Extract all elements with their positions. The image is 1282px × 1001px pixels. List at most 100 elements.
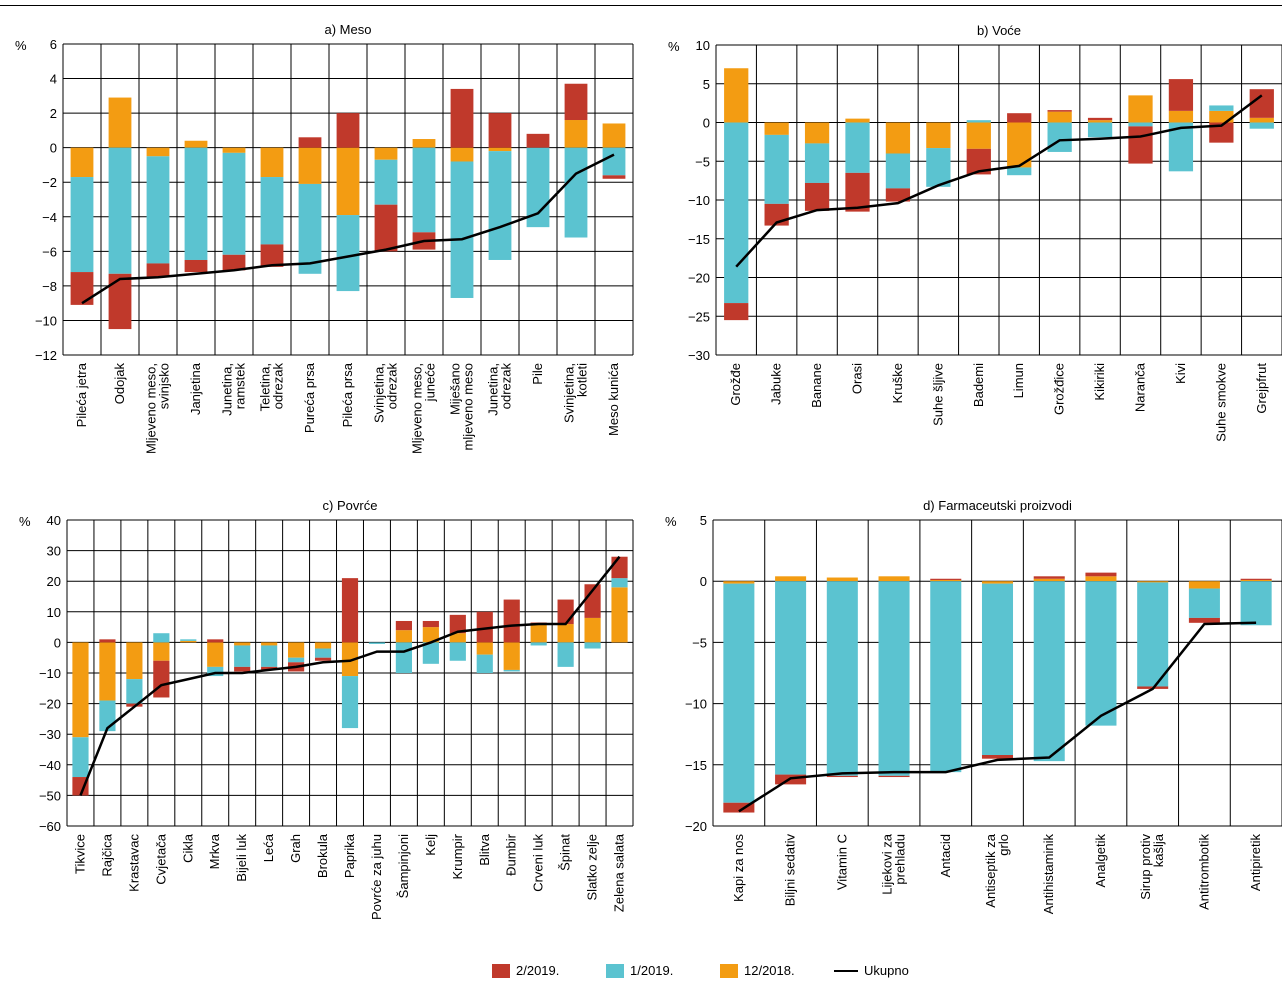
panel-2-bar-segment — [764, 134, 789, 204]
panel-1-bar-segment — [260, 147, 284, 178]
panel-3-y-tick-label: 10 — [47, 605, 61, 620]
panel-1-bar-segment — [564, 147, 588, 238]
panel-2-bar-segment — [1007, 167, 1032, 176]
panel-4-x-tick-label: Antipiretik — [1248, 834, 1263, 892]
legend-label-2-2019: 2/2019. — [516, 963, 560, 978]
panel-1-x-tick-label: Mljeveno meso,juneće — [410, 363, 438, 454]
panel-1-y-tick-label: −10 — [35, 313, 57, 328]
panel-1-x-tick-label: Miješanomljeveno meso — [448, 363, 476, 450]
panel-3-bar-segment — [476, 611, 493, 643]
panel-4-bar-segment — [826, 577, 858, 582]
panel-1-bar-segment — [108, 273, 132, 330]
panel-4-x-tick-label: Antacid — [938, 834, 953, 877]
panel-1-y-tick-label: −2 — [42, 175, 57, 190]
panel-2-y-tick-label: −30 — [688, 348, 710, 363]
panel-2-x-tick-label: Orasi — [850, 363, 865, 394]
panel-3-total-line — [79, 555, 621, 796]
panel-3-bar-segment — [207, 642, 224, 667]
panel-2-bar-segment — [724, 303, 749, 321]
panel-3-bar-segment — [530, 642, 547, 646]
panel-1-x-tick-label: Pureća prsa — [302, 362, 317, 433]
panel-2-bar-segment — [845, 122, 870, 173]
panel-2-x-tick-label: Grejpfrut — [1254, 363, 1269, 414]
panel-2-y-tick-label: 0 — [703, 116, 710, 131]
panel-3-bar-segment — [449, 614, 466, 634]
panel-2-bar-segment — [1128, 95, 1153, 123]
panel-2-x-tick-label: Grožđe — [728, 363, 743, 406]
panel-3-bar-segment — [503, 669, 520, 672]
panel-2-bar-segment — [1249, 122, 1274, 129]
panel-1-bar-segment — [298, 183, 322, 274]
panel-2-bar-segment — [1168, 79, 1194, 111]
panel-3-bar-segment — [153, 642, 170, 661]
panel-3-bar-segment — [234, 645, 251, 667]
panel-3-x-tick-label: Špinat — [558, 834, 573, 871]
panel-3-bar-segment — [503, 599, 520, 643]
panel-2-y-tick-label: −5 — [695, 154, 710, 169]
panel-3-bar-segment — [72, 642, 89, 738]
legend-item-ukupno: Ukupno — [834, 962, 924, 980]
panel-3-x-tick-label: Povrće za juhu — [369, 834, 384, 920]
panel-3-bar-segment — [234, 666, 251, 672]
panel-1-x-tick-label: Odojak — [112, 363, 127, 405]
panel-2-bar-segment — [804, 122, 830, 144]
panel-3-x-tick-label: Blitva — [477, 833, 492, 866]
panel-4-y-tick-label: −20 — [685, 819, 707, 834]
panel-2-bar-segment — [804, 182, 830, 211]
panel-3-bar-segment — [584, 617, 601, 643]
panel-2-bar-segment — [1128, 122, 1153, 127]
panel-1-x-tick-label: Meso kunića — [606, 362, 621, 436]
panel-2-x-tick-label: Suhe smokve — [1213, 363, 1228, 442]
panel-2-bar-segment — [804, 143, 830, 183]
panel-2-y-tick-label: −10 — [688, 193, 710, 208]
panel-1-bar-segment — [70, 177, 94, 273]
panel-4-x-tick-label: Antihistaminik — [1041, 834, 1056, 915]
panel-2-y-tick-label: −20 — [688, 271, 710, 286]
panel-1-bar-segment — [412, 139, 436, 148]
panel-4-bar-segment — [1033, 581, 1065, 762]
panel-3-x-tick-label: Krumpir — [450, 833, 465, 879]
panel-3-x-tick-label: Brokula — [315, 833, 330, 878]
panel-4-bar-segment — [1085, 581, 1117, 726]
panel-3-bar-segment — [503, 642, 520, 670]
panel-2-x-tick-label: Banane — [809, 363, 824, 408]
panel-4-y-tick-label: 0 — [700, 574, 707, 589]
panel-1-bar-segment — [602, 175, 626, 179]
panel-1-x-tick-label: Junetina,ramstek — [220, 363, 248, 416]
panel-1-bar-segment — [602, 147, 626, 176]
panel-1-bar-segment — [488, 113, 512, 148]
panel-4-bar-segment — [981, 755, 1014, 759]
panel-3-bar-segment — [180, 639, 197, 641]
panel-4-bar-segment — [775, 576, 807, 582]
panel-2-x-tick-label: Limun — [1011, 363, 1026, 398]
panel-4-x-tick-label: Antitrombotik — [1196, 834, 1211, 910]
panel-2-bar-segment — [845, 118, 870, 123]
panel-4-bar-segment — [1188, 588, 1220, 618]
legend-label-ukupno: Ukupno — [864, 963, 909, 978]
panel-1-y-tick-label: −4 — [42, 210, 57, 225]
panel-3-bar-segment — [72, 777, 89, 796]
panel-1-y-unit: % — [15, 38, 27, 53]
panel-2-y-tick-label: 10 — [696, 38, 710, 53]
panel-2-bar-segment — [1249, 89, 1274, 118]
panel-2-bar-segment — [1047, 122, 1072, 152]
panel-3-bar-segment — [99, 639, 116, 643]
panel-3-bar-segment — [395, 642, 412, 673]
panel-3-bar-segment — [314, 648, 332, 658]
panel-2-bar-segment — [724, 68, 749, 123]
panel-2-bar-segment — [1007, 113, 1032, 123]
panel-1-bar-segment — [450, 147, 474, 162]
panel-3-title: c) Povrće — [323, 498, 378, 513]
panel-4-bar-segment — [723, 802, 755, 813]
panel-4-x-tick-label: Vitamin C — [834, 834, 849, 890]
panel-4-y-tick-label: 5 — [700, 513, 707, 528]
panel-3-bar-segment — [584, 584, 601, 618]
panel-4-y-tick-label: −5 — [692, 635, 707, 650]
panel-2-bar-segment — [885, 122, 911, 154]
panel-3-x-tick-label: Rajčica — [99, 833, 114, 876]
panel-2-x-tick-label: Kivi — [1173, 363, 1188, 384]
panel-4-y-tick-label: −10 — [685, 697, 707, 712]
panel-1-bar-segment — [298, 147, 322, 184]
panel-1-bar-segment — [374, 147, 398, 160]
